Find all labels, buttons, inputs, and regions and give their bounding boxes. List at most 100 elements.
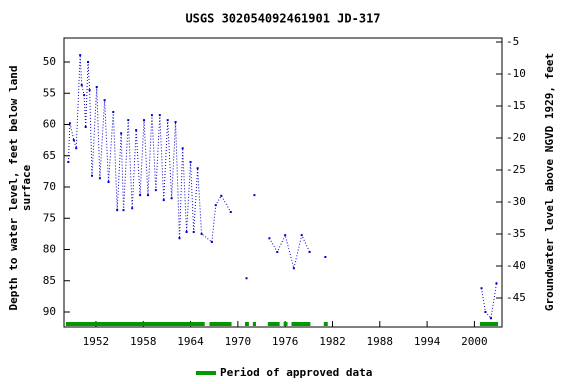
data-point [229, 211, 232, 213]
data-point [90, 174, 93, 177]
data-point [135, 129, 138, 132]
data-point [308, 251, 311, 253]
legend-label: Period of approved data [220, 366, 372, 379]
y-tick-label: 65 [43, 149, 56, 162]
data-point [284, 234, 287, 237]
data-point [185, 231, 188, 233]
data-point [87, 61, 90, 63]
y2-tick-label: -35 [506, 227, 526, 240]
data-point [103, 99, 106, 102]
data-point [178, 237, 181, 240]
data-point [292, 267, 295, 270]
data-point [139, 194, 142, 197]
data-point [214, 204, 217, 207]
x-tick-label: 1982 [319, 335, 346, 348]
x-tick-label: 1952 [83, 335, 110, 348]
data-point [245, 277, 248, 280]
y-tick-label: 75 [43, 211, 56, 224]
y-tick-label: 90 [43, 305, 56, 318]
approved-period [283, 322, 288, 326]
data-point [480, 287, 483, 290]
data-point [484, 311, 487, 313]
y-tick-label: 70 [43, 180, 56, 193]
data-point [170, 197, 173, 200]
data-point [162, 199, 165, 202]
data-point [300, 234, 303, 237]
data-point [166, 119, 169, 122]
x-tick-label: 1976 [272, 335, 299, 348]
data-point [131, 207, 134, 210]
approved-period [267, 322, 280, 326]
approved-period [323, 322, 328, 326]
data-point [192, 231, 195, 233]
y-tick-label: 50 [43, 55, 56, 68]
data-point [196, 167, 199, 170]
approved-period [479, 322, 499, 326]
data-point [72, 139, 75, 142]
data-point [84, 126, 87, 128]
approved-period [291, 322, 311, 326]
data-point [107, 181, 110, 183]
data-point [276, 251, 279, 253]
data-point [210, 241, 213, 243]
data-point [122, 209, 125, 212]
y-tick-label: 55 [43, 86, 56, 99]
approved-period [252, 322, 256, 326]
data-point [253, 194, 256, 197]
x-tick-label: 1994 [414, 335, 441, 348]
y2-tick-label: -25 [506, 163, 526, 176]
approved-period [209, 322, 232, 326]
y2-tick-label: -15 [506, 99, 526, 112]
data-point [154, 189, 157, 192]
x-tick-label: 1988 [367, 335, 394, 348]
approved-period [65, 322, 205, 326]
data-point [181, 147, 184, 150]
x-tick-label: 1958 [130, 335, 157, 348]
y2-tick-label: -10 [506, 67, 526, 80]
x-tick-label: 1970 [225, 335, 252, 348]
y2-axis-label: Groundwater level above NGVD 1929, feet [543, 53, 556, 311]
y2-tick-label: -45 [506, 291, 526, 304]
data-point [189, 161, 192, 163]
data-point [220, 194, 223, 197]
data-point [95, 86, 98, 88]
y-tick-label: 60 [43, 118, 56, 131]
data-point [127, 119, 130, 122]
data-point [158, 114, 161, 117]
data-point [68, 122, 71, 125]
plot-frame [63, 37, 503, 328]
data-point [83, 94, 86, 97]
data-point [120, 132, 123, 135]
data-line [67, 55, 497, 320]
data-point [98, 177, 101, 180]
data-point [80, 84, 83, 87]
data-point [268, 237, 271, 240]
y-axis-label: Depth to water level, feet below land [7, 65, 20, 310]
data-point [200, 232, 203, 235]
data-point [146, 194, 149, 197]
y2-tick-label: -20 [506, 131, 526, 144]
data-point [67, 161, 70, 163]
y2-tick-label: -5 [506, 35, 519, 48]
y-tick-label: 85 [43, 274, 56, 287]
y2-tick-label: -30 [506, 195, 526, 208]
y2-tick-label: -40 [506, 259, 526, 272]
approved-period [244, 322, 249, 326]
data-point [112, 111, 115, 113]
data-point [150, 114, 153, 117]
x-tick-label: 1964 [177, 335, 204, 348]
data-point [79, 54, 82, 57]
data-point [116, 209, 119, 212]
y-tick-label: 80 [43, 243, 56, 256]
x-tick-label: 2000 [461, 335, 488, 348]
y-axis-label: surface [20, 164, 33, 211]
data-point [143, 119, 146, 122]
data-point [489, 317, 492, 320]
data-point [495, 282, 498, 285]
data-point [324, 256, 327, 258]
data-point [174, 121, 177, 123]
data-point [88, 89, 91, 92]
data-point [75, 147, 78, 150]
chart-title: USGS 302054092461901 JD-317 [185, 12, 380, 26]
